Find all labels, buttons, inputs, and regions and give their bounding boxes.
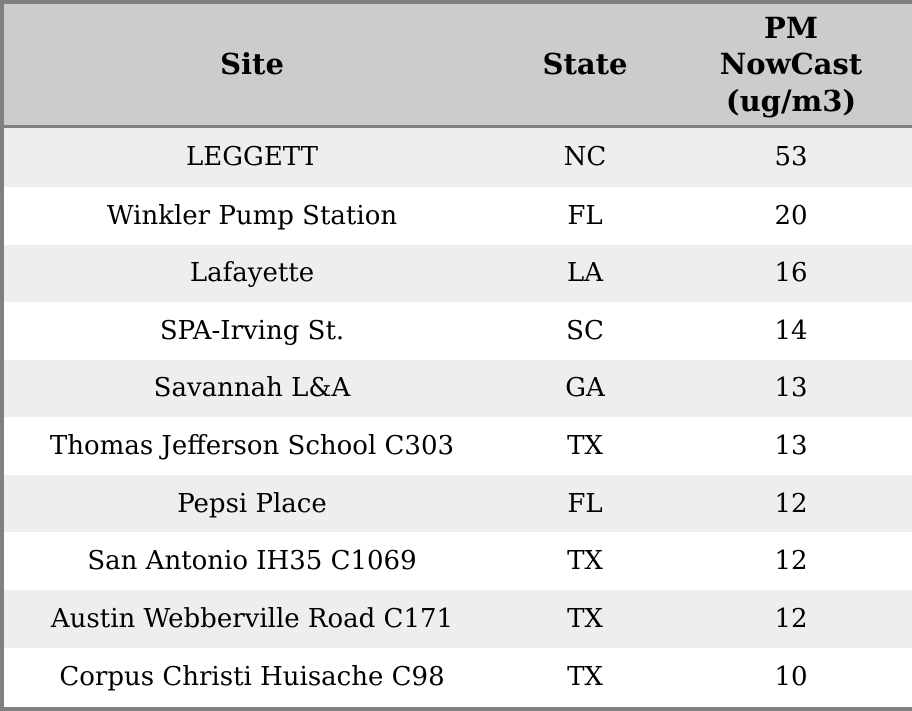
pm-nowcast-cell: 14 xyxy=(670,302,912,360)
pm-nowcast-cell: 12 xyxy=(670,474,912,533)
state-cell: TX xyxy=(500,647,670,709)
site-cell: LEGGETT xyxy=(2,126,500,187)
state-cell: GA xyxy=(500,359,670,418)
state-cell: LA xyxy=(500,244,670,303)
pm-nowcast-cell: 12 xyxy=(670,590,912,648)
site-cell: Austin Webberville Road C171 xyxy=(2,590,500,648)
pm-nowcast-cell: 13 xyxy=(670,417,912,475)
state-cell: NC xyxy=(500,126,670,187)
table-body: LEGGETT NC 53 Winkler Pump Station FL 20 Lafay… xyxy=(2,126,912,709)
site-cell: San Antonio IH35 C1069 xyxy=(2,532,500,590)
table-header: Site State PM NowCast (ug/m3) xyxy=(2,2,912,128)
pm-nowcast-cell: 13 xyxy=(670,359,912,418)
pm-nowcast-cell: 12 xyxy=(670,532,912,590)
table-row: SPA-Irving St. SC 14 xyxy=(2,302,912,360)
state-cell: FL xyxy=(500,474,670,533)
site-cell: SPA-Irving St. xyxy=(2,302,500,360)
table-row: LEGGETT NC 53 xyxy=(2,126,912,187)
table-row: Corpus Christi Huisache C98 TX 10 xyxy=(2,647,912,709)
site-cell: Pepsi Place xyxy=(2,474,500,533)
table-row: Savannah L&A GA 13 xyxy=(2,359,912,418)
column-header-state: State xyxy=(500,2,670,128)
state-cell: SC xyxy=(500,302,670,360)
state-cell: TX xyxy=(500,532,670,590)
site-cell: Winkler Pump Station xyxy=(2,186,500,245)
site-cell: Corpus Christi Huisache C98 xyxy=(2,647,500,709)
state-cell: FL xyxy=(500,186,670,245)
pm-nowcast-cell: 53 xyxy=(670,126,912,187)
pm-nowcast-cell: 20 xyxy=(670,186,912,245)
column-header-site: Site xyxy=(2,2,500,128)
column-header-pm-nowcast: PM NowCast (ug/m3) xyxy=(670,2,912,128)
table-row: Lafayette LA 16 xyxy=(2,244,912,303)
state-cell: TX xyxy=(500,590,670,648)
table-row: Winkler Pump Station FL 20 xyxy=(2,186,912,245)
table-row: San Antonio IH35 C1069 TX 12 xyxy=(2,532,912,590)
pm-nowcast-cell: 10 xyxy=(670,647,912,709)
table-row: Pepsi Place FL 12 xyxy=(2,474,912,533)
site-cell: Lafayette xyxy=(2,244,500,303)
table-row: Austin Webberville Road C171 TX 12 xyxy=(2,590,912,648)
site-cell: Thomas Jefferson School C303 xyxy=(2,417,500,475)
pm-nowcast-cell: 16 xyxy=(670,244,912,303)
header-row: Site State PM NowCast (ug/m3) xyxy=(2,2,912,128)
site-cell: Savannah L&A xyxy=(2,359,500,418)
state-cell: TX xyxy=(500,417,670,475)
table-row: Thomas Jefferson School C303 TX 13 xyxy=(2,417,912,475)
